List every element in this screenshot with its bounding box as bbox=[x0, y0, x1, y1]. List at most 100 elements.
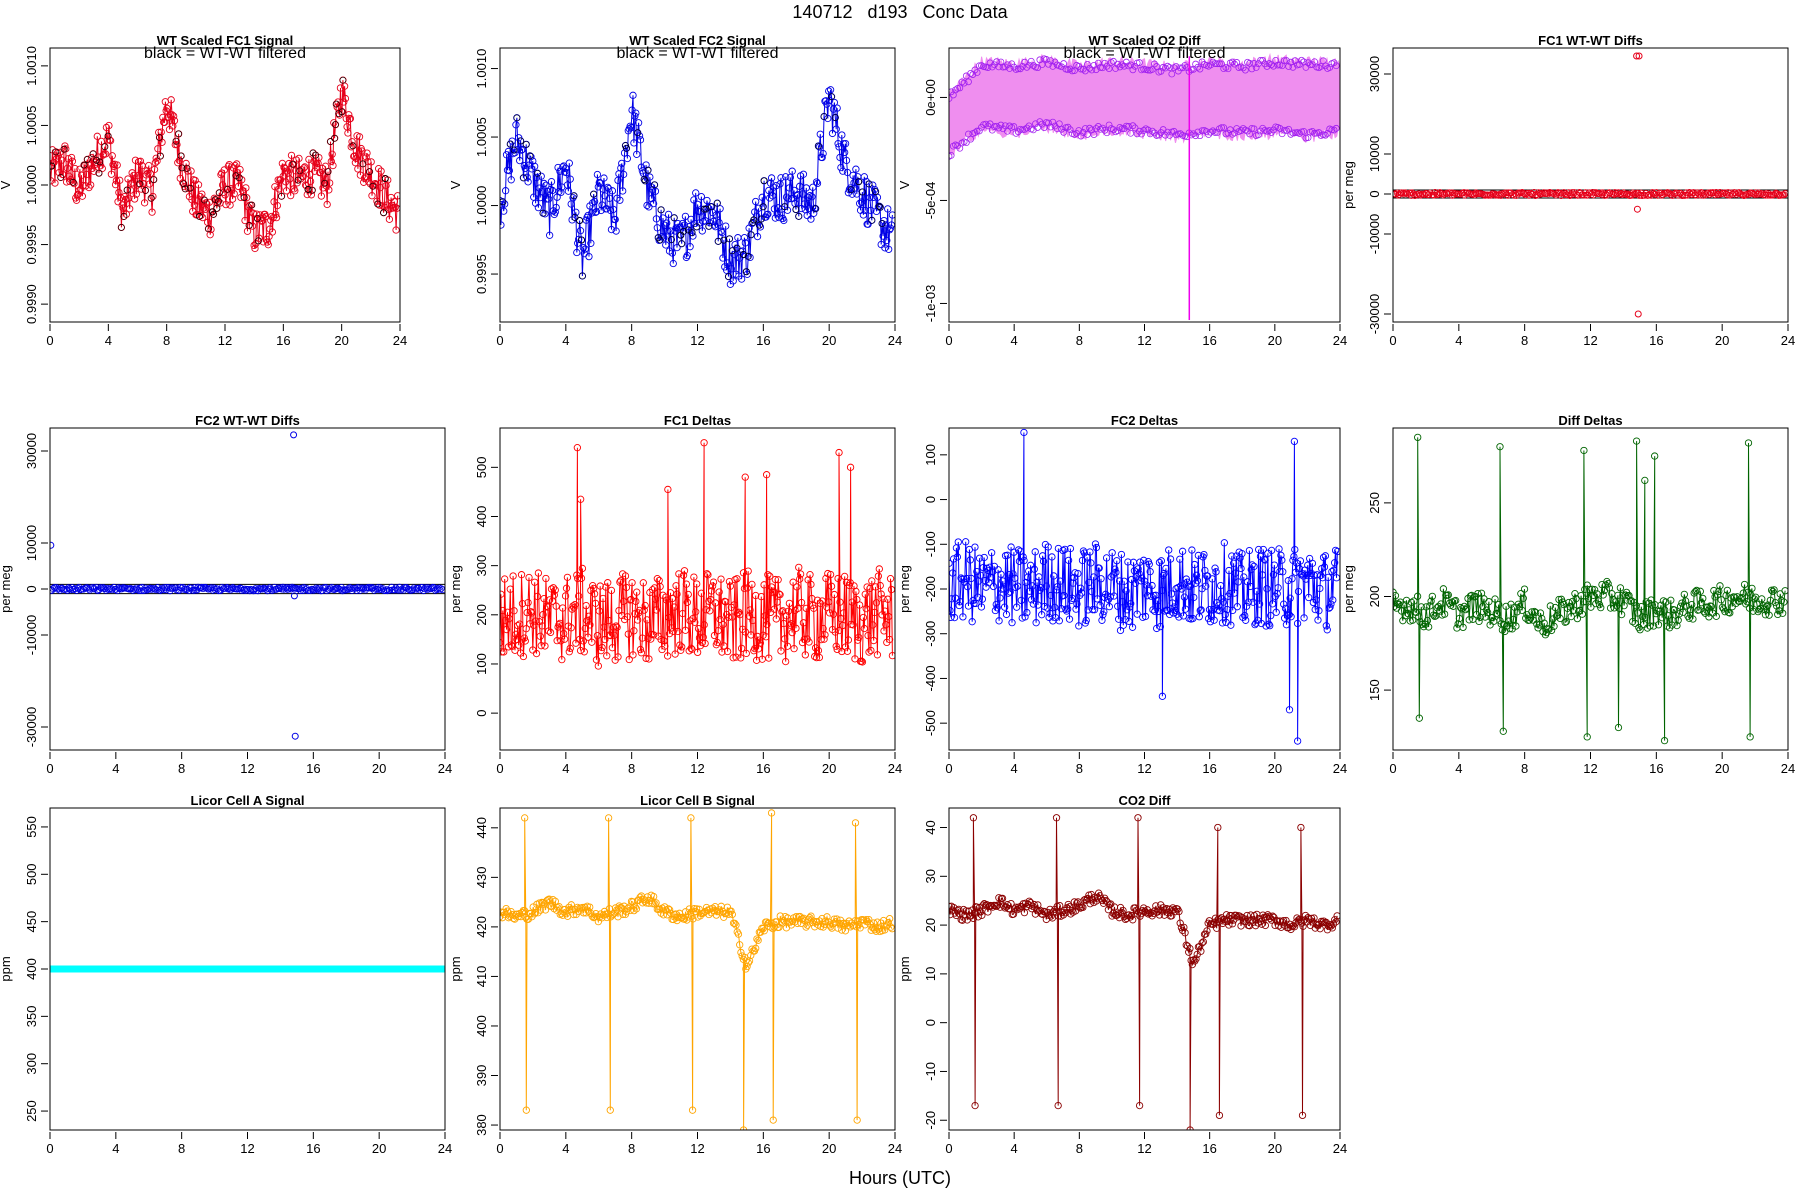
data-point bbox=[600, 174, 608, 182]
data-point bbox=[789, 578, 797, 586]
data-point bbox=[1304, 561, 1312, 569]
data-point bbox=[885, 635, 894, 644]
data-point bbox=[1155, 911, 1164, 919]
data-point bbox=[1180, 923, 1188, 932]
data-point bbox=[1219, 598, 1228, 606]
data-point bbox=[530, 621, 538, 629]
data-point bbox=[620, 149, 629, 157]
data-point bbox=[1244, 598, 1253, 606]
data-point bbox=[768, 192, 777, 200]
data-point bbox=[752, 656, 761, 664]
data-point bbox=[218, 181, 227, 189]
data-point bbox=[1180, 593, 1189, 601]
data-point bbox=[1122, 122, 1130, 130]
data-point bbox=[851, 819, 860, 827]
data-point bbox=[1031, 548, 1039, 556]
data-point bbox=[98, 164, 106, 173]
data-point bbox=[1474, 589, 1482, 598]
data-point bbox=[613, 906, 621, 914]
data-point bbox=[1241, 66, 1249, 74]
data-point bbox=[835, 448, 843, 457]
data-point bbox=[160, 118, 169, 127]
data-point bbox=[347, 143, 355, 151]
data-point bbox=[363, 149, 371, 157]
y-tick-label: 1.0000 bbox=[24, 165, 39, 205]
data-point bbox=[1099, 64, 1106, 72]
data-point bbox=[1037, 583, 1045, 592]
data-point bbox=[1047, 912, 1055, 920]
y-tick-label: 400 bbox=[24, 958, 39, 980]
x-tick-label: 4 bbox=[562, 1141, 569, 1156]
filtered-point bbox=[578, 236, 585, 244]
data-point bbox=[1158, 586, 1166, 595]
data-point bbox=[698, 638, 706, 647]
data-point bbox=[1223, 605, 1231, 614]
data-point bbox=[816, 599, 824, 607]
data-point bbox=[709, 578, 718, 586]
data-point bbox=[1025, 897, 1033, 905]
data-point bbox=[517, 146, 526, 154]
data-point bbox=[1107, 573, 1115, 581]
x-tick-label: 24 bbox=[1333, 333, 1347, 348]
data-point bbox=[1098, 616, 1106, 624]
plot-area-licB bbox=[500, 809, 895, 1130]
data-point bbox=[1144, 126, 1152, 134]
data-point bbox=[965, 78, 972, 86]
data-point bbox=[77, 171, 86, 179]
data-point bbox=[1330, 126, 1338, 134]
data-point bbox=[1214, 823, 1222, 832]
data-point bbox=[1712, 612, 1720, 620]
data-point bbox=[64, 155, 72, 163]
data-point bbox=[786, 621, 794, 629]
data-point bbox=[167, 96, 175, 104]
data-point bbox=[108, 152, 116, 160]
data-point bbox=[763, 620, 771, 629]
data-point bbox=[113, 587, 121, 595]
data-point bbox=[631, 610, 639, 618]
plot-area-fc1d bbox=[500, 439, 895, 670]
data-point bbox=[782, 173, 790, 181]
filtered-point bbox=[507, 140, 514, 148]
data-point bbox=[1718, 603, 1727, 611]
data-point bbox=[743, 270, 751, 278]
data-point bbox=[1286, 594, 1294, 602]
data-point bbox=[1222, 911, 1231, 919]
data-point bbox=[1587, 603, 1595, 611]
y-tick-label: 380 bbox=[474, 1114, 489, 1136]
data-point bbox=[531, 908, 540, 917]
data-point bbox=[1090, 61, 1098, 69]
data-point bbox=[118, 201, 126, 209]
data-point bbox=[82, 170, 91, 179]
data-point bbox=[982, 120, 990, 128]
data-point bbox=[609, 205, 617, 214]
data-point bbox=[1073, 600, 1081, 608]
data-point bbox=[500, 648, 508, 656]
data-point bbox=[664, 210, 673, 219]
data-point bbox=[1280, 126, 1288, 134]
data-point bbox=[421, 585, 428, 593]
x-tick-label: 4 bbox=[1011, 1141, 1018, 1156]
data-point bbox=[1315, 607, 1323, 615]
data-point bbox=[1032, 120, 1039, 128]
data-point bbox=[126, 205, 134, 213]
x-tick-label: 24 bbox=[438, 761, 452, 776]
data-point bbox=[572, 639, 580, 647]
data-point bbox=[859, 613, 868, 622]
data-point bbox=[1086, 124, 1094, 132]
filtered-point bbox=[500, 198, 507, 206]
data-point bbox=[1440, 610, 1449, 618]
y-tick-label: 500 bbox=[24, 863, 39, 885]
data-point bbox=[312, 584, 320, 592]
data-point bbox=[1499, 727, 1507, 735]
x-tick-label: 16 bbox=[1202, 333, 1216, 348]
data-point bbox=[651, 187, 660, 195]
data-point bbox=[1118, 598, 1127, 606]
data-point bbox=[687, 644, 695, 652]
panel-title: WT Scaled FC1 Signal bbox=[157, 33, 294, 48]
data-point bbox=[144, 169, 152, 177]
data-point bbox=[677, 646, 685, 654]
data-point bbox=[683, 251, 691, 260]
data-point bbox=[1124, 558, 1132, 566]
data-point bbox=[1213, 60, 1221, 68]
x-tick-label: 12 bbox=[1137, 333, 1151, 348]
